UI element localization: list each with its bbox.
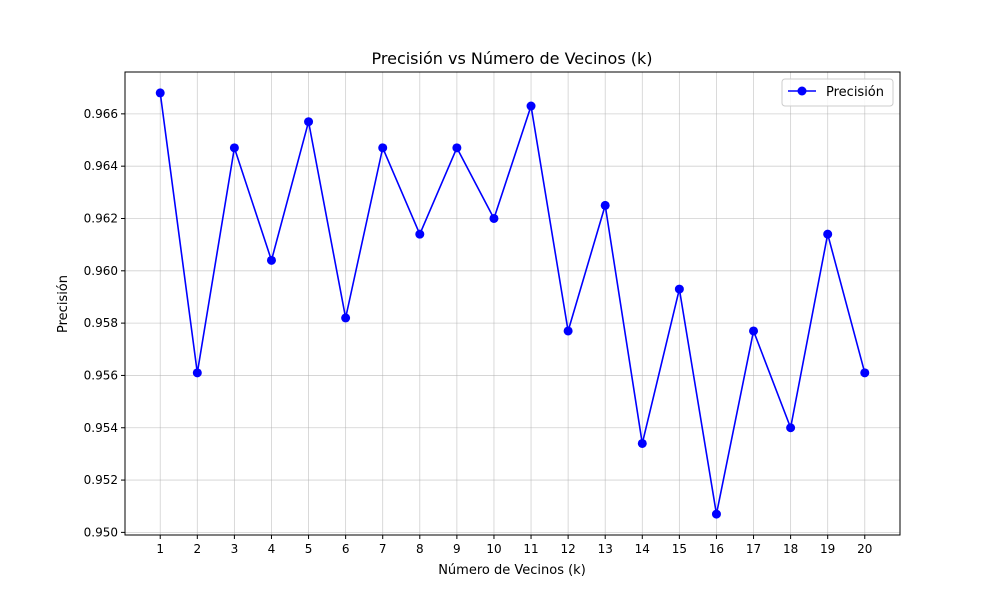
data-point [786,423,796,433]
x-tick-label: 8 [416,542,424,556]
plot-area-frame [124,71,901,536]
x-axis-label: Número de Vecinos (k) [438,563,586,578]
y-axis-label: Precisión [56,275,71,333]
data-point [674,284,684,294]
data-point [563,326,573,336]
grid-lines [125,72,900,535]
x-tick-label: 13 [598,542,613,556]
x-tick-label: 4 [268,542,276,556]
legend: Precisión [781,78,894,107]
x-tick-label: 16 [709,542,724,556]
data-point [266,255,276,265]
axis-ticks: 1 2 3 4 5 6 7 8 9 10 11 12 13 14 15 16 17 18 19 200.9500.95… [84,107,873,556]
data-point [860,368,870,378]
y-tick-label: 0.954 [84,421,118,435]
data-point [823,229,833,239]
data-point [229,143,239,153]
data-point [711,509,721,519]
y-tick-label: 0.962 [84,211,118,225]
data-point [155,88,165,98]
x-tick-label: 6 [342,542,350,556]
x-tick-label: 11 [523,542,538,556]
x-tick-label: 9 [453,542,461,556]
y-tick-label: 0.952 [84,473,118,487]
data-point [526,101,536,111]
y-tick-label: 0.966 [84,107,118,121]
x-tick-label: 15 [672,542,687,556]
chart-title: Precisión vs Número de Vecinos (k) [372,49,653,68]
data-point [600,200,610,210]
x-tick-label: 14 [635,542,650,556]
data-point [378,143,388,153]
y-tick-label: 0.964 [84,159,118,173]
data-point [415,229,425,239]
x-tick-label: 3 [231,542,239,556]
data-point [637,438,647,448]
data-point [341,313,351,323]
x-tick-label: 10 [486,542,501,556]
series-line-precision [159,92,866,515]
legend-box [781,78,894,107]
x-tick-label: 17 [746,542,761,556]
x-tick-label: 19 [820,542,835,556]
x-tick-label: 20 [857,542,872,556]
y-tick-label: 0.960 [84,264,118,278]
data-point [452,143,462,153]
y-tick-label: 0.950 [84,525,118,539]
legend-marker-swatch [797,86,807,96]
x-tick-label: 5 [305,542,313,556]
data-point [749,326,759,336]
x-tick-label: 2 [193,542,201,556]
data-point [489,213,499,223]
x-tick-label: 7 [379,542,387,556]
x-tick-label: 18 [783,542,798,556]
series-layer [155,88,870,519]
y-tick-label: 0.958 [84,316,118,330]
data-point [192,368,202,378]
data-point [304,117,314,127]
legend-entry-precision: Precisión [826,85,884,100]
x-tick-label: 12 [560,542,575,556]
y-tick-label: 0.956 [84,368,118,382]
x-tick-label: 1 [156,542,164,556]
